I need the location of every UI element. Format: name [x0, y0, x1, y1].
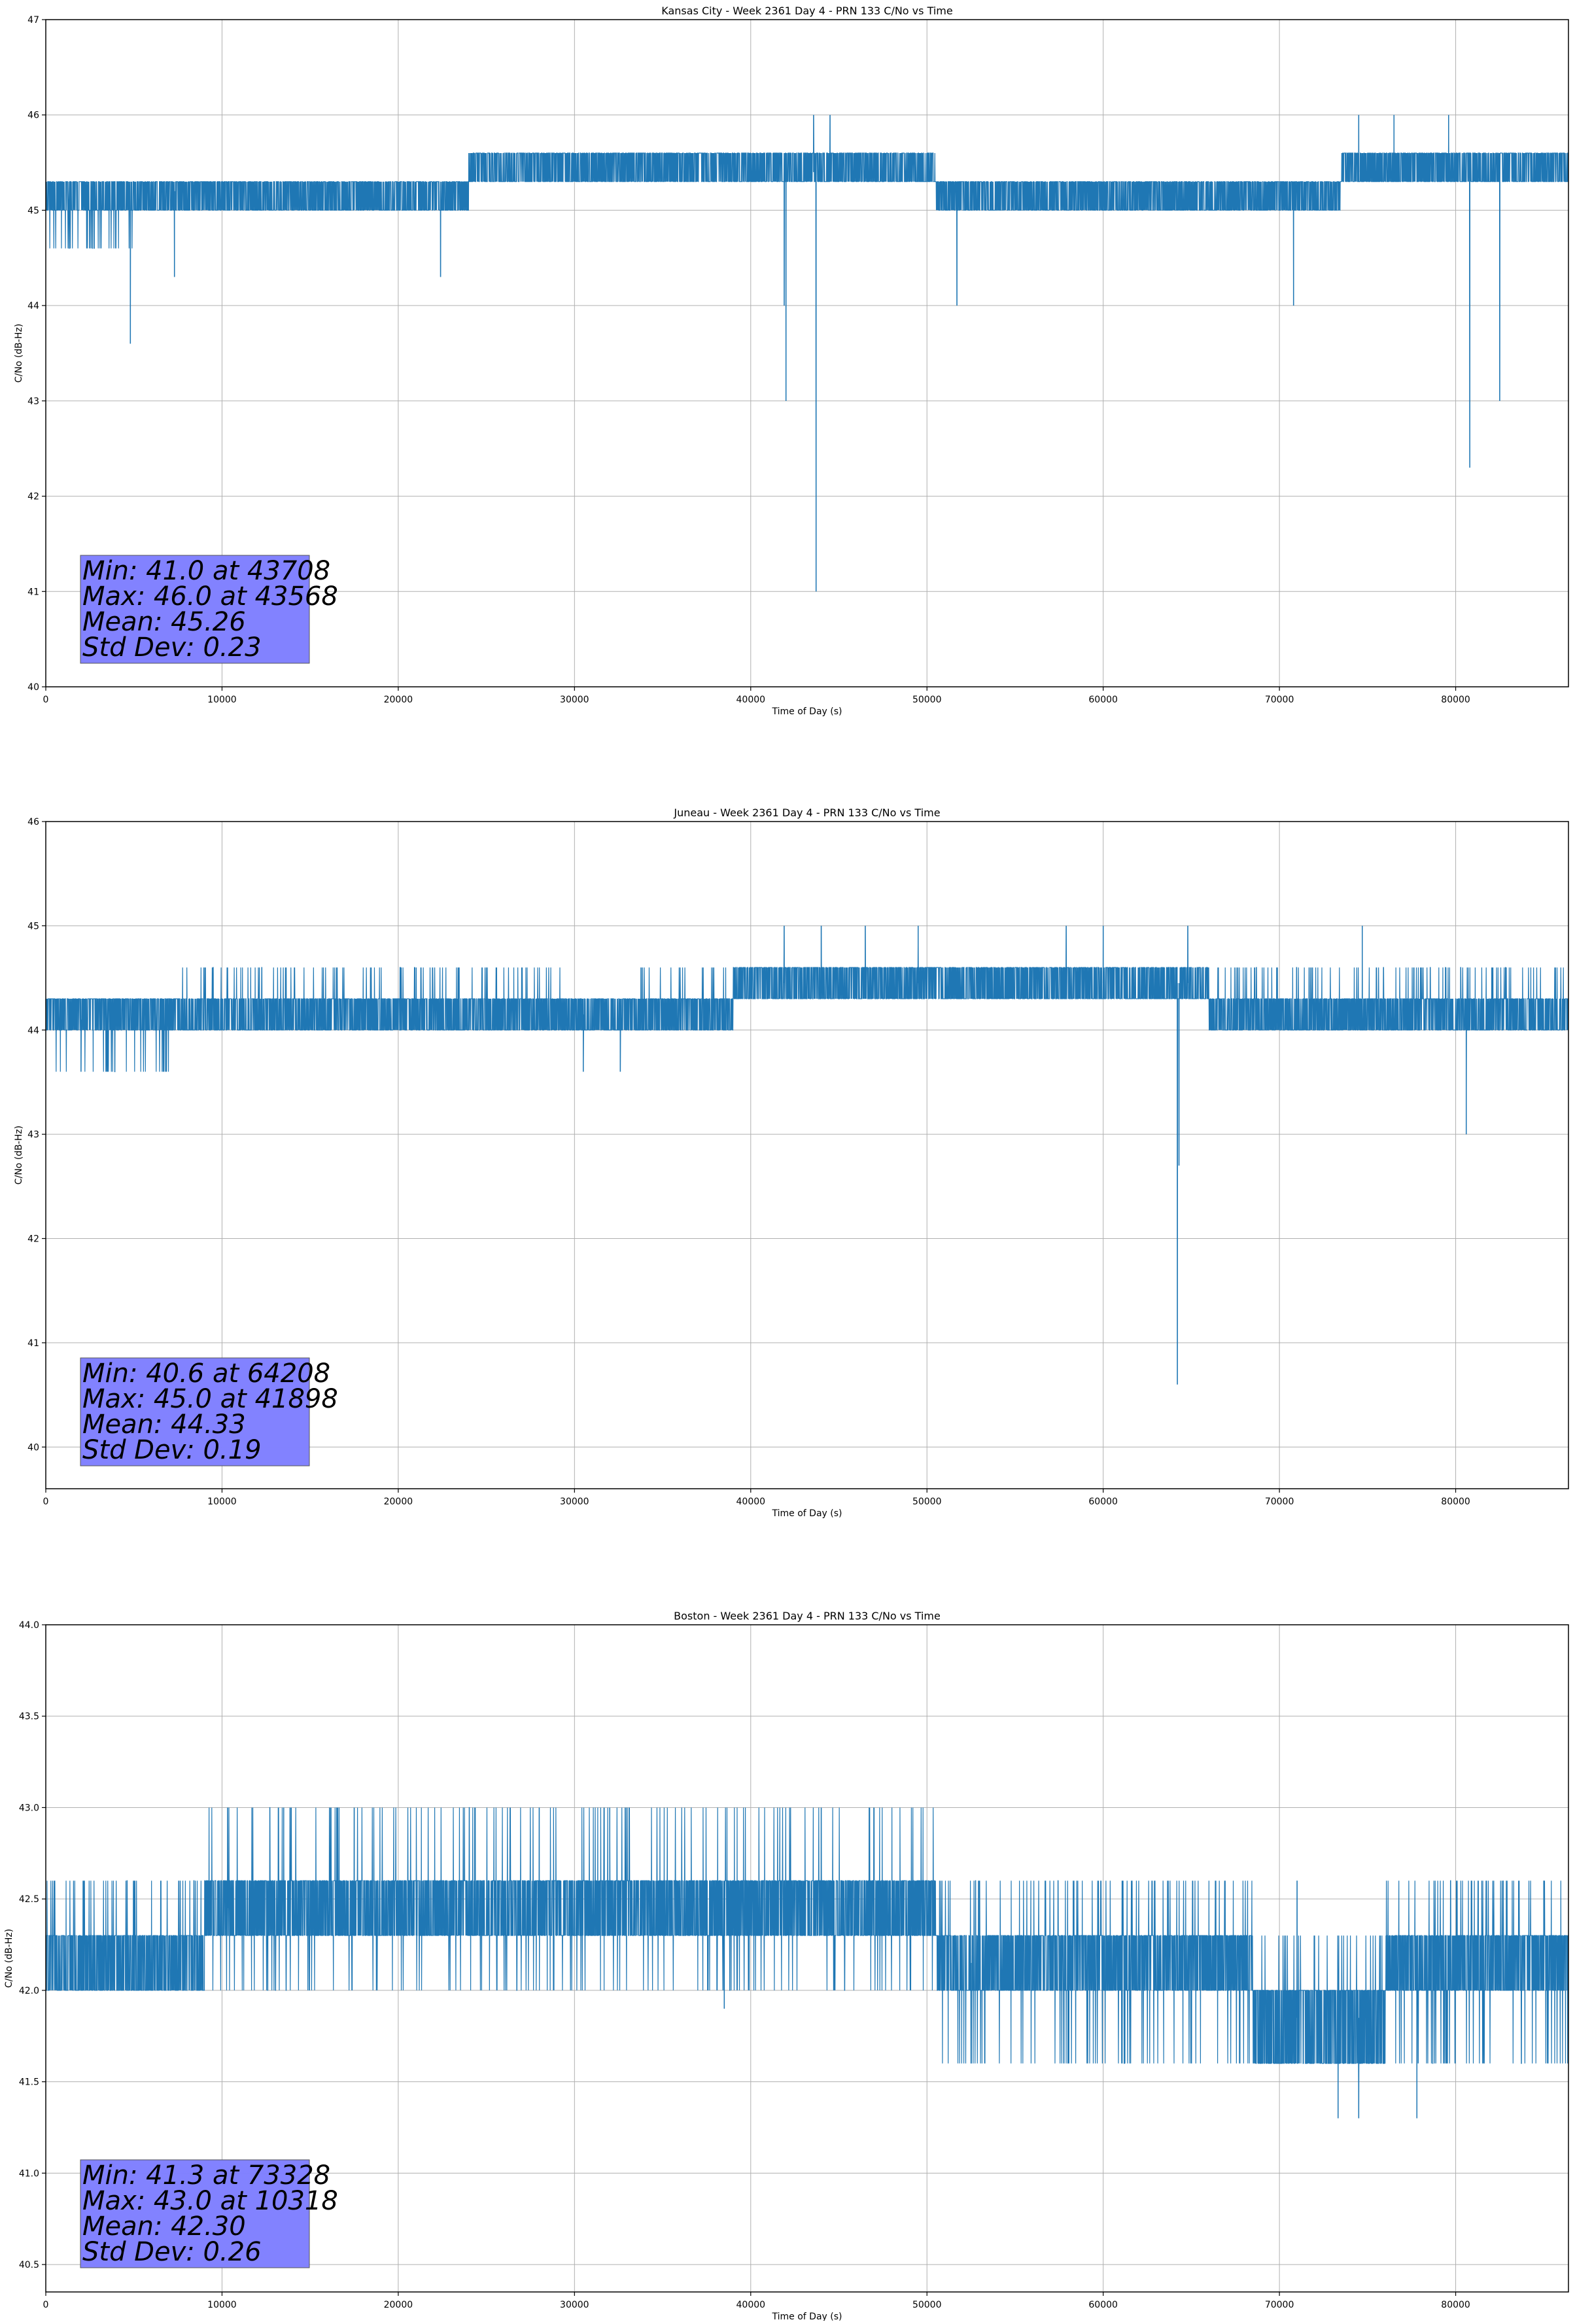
x-tick-label: 50000 [912, 2300, 942, 2310]
y-ticks: 40 41 42 43 44 45 46 [27, 817, 46, 1453]
y-tick-label: 43 [27, 1130, 39, 1140]
series-line-prn-133 [46, 1807, 1569, 2119]
stats-mean: Mean: 45.26 [82, 607, 246, 637]
y-axis-label: C/No (dB-Hz) [4, 1929, 14, 1988]
y-tick-label: 44 [27, 1026, 39, 1036]
stats-min: Min: 41.3 at 73328 [82, 2160, 330, 2191]
x-tick-label: 20000 [384, 695, 413, 705]
y-tick-label: 41.0 [19, 2168, 39, 2179]
x-tick-label: 0 [43, 2300, 49, 2310]
x-tick-label: 70000 [1265, 2300, 1294, 2310]
stats-max: Max: 43.0 at 10318 [82, 2186, 338, 2216]
chart-panel-kansas-city: Kansas City - Week 2361 Day 4 - PRN 133 … [14, 5, 1569, 717]
stats-std: Std Dev: 0.26 [82, 2237, 262, 2267]
x-tick-label: 40000 [736, 2300, 766, 2310]
stats-mean: Mean: 44.33 [82, 1410, 246, 1440]
x-tick-label: 70000 [1265, 1497, 1294, 1507]
x-tick-label: 80000 [1441, 695, 1470, 705]
y-tick-label: 45 [27, 205, 39, 216]
y-tick-label: 46 [27, 111, 39, 121]
chart-panel-boston: Boston - Week 2361 Day 4 - PRN 133 C/No … [4, 1610, 1569, 2322]
x-tick-label: 10000 [207, 2300, 237, 2310]
stats-box: Min: 41.0 at 43708 Max: 46.0 at 43568 Me… [80, 555, 338, 664]
y-tick-label: 42 [27, 1234, 39, 1245]
stats-std: Std Dev: 0.19 [82, 1435, 262, 1465]
y-tick-label: 42.0 [19, 1986, 39, 1996]
data-series [45, 926, 1568, 1385]
x-tick-label: 20000 [384, 2300, 413, 2310]
data-series [46, 1807, 1569, 2119]
y-ticks: 40 41 42 43 44 45 46 47 [27, 15, 46, 693]
y-tick-label: 43.5 [19, 1712, 39, 1722]
stats-mean: Mean: 42.30 [82, 2211, 246, 2242]
stats-max: Max: 46.0 at 43568 [82, 581, 338, 612]
series-line-prn-133 [45, 114, 1569, 592]
stats-box-background [80, 555, 310, 664]
x-ticks: 0 10000 20000 30000 40000 50000 60000 70000 8000… [43, 687, 1470, 705]
x-tick-label: 20000 [384, 1497, 413, 1507]
y-tick-label: 41 [27, 1338, 39, 1349]
series-line-prn-133 [45, 926, 1568, 1385]
stats-box-background [80, 1357, 310, 1466]
stats-min: Min: 40.6 at 64208 [82, 1359, 330, 1389]
y-tick-label: 45 [27, 921, 39, 931]
stats-box-background [80, 2159, 310, 2268]
x-tick-label: 30000 [560, 2300, 589, 2310]
stats-min: Min: 41.0 at 43708 [82, 556, 330, 586]
x-tick-label: 10000 [207, 695, 237, 705]
y-tick-label: 40 [27, 682, 39, 693]
y-tick-label: 47 [27, 15, 39, 26]
y-axis-label: C/No (dB-Hz) [14, 1126, 24, 1185]
stats-box: Min: 41.3 at 73328 Max: 43.0 at 10318 Me… [80, 2159, 338, 2268]
x-tick-label: 0 [43, 695, 49, 705]
x-tick-label: 50000 [912, 1497, 942, 1507]
x-axis-label: Time of Day (s) [772, 706, 842, 717]
x-tick-label: 40000 [736, 1497, 766, 1507]
y-tick-label: 40 [27, 1442, 39, 1453]
y-tick-label: 40.5 [19, 2260, 39, 2270]
chart-title: Boston - Week 2361 Day 4 - PRN 133 C/No … [674, 1610, 941, 1622]
y-tick-label: 43 [27, 396, 39, 407]
chart-title: Juneau - Week 2361 Day 4 - PRN 133 C/No … [673, 806, 940, 819]
x-ticks: 0 10000 20000 30000 40000 50000 60000 70000 8000… [43, 2292, 1470, 2310]
y-tick-label: 44.0 [19, 1620, 39, 1631]
y-tick-label: 42.5 [19, 1894, 39, 1905]
plot-frame [45, 19, 1569, 687]
x-tick-label: 0 [43, 1497, 49, 1507]
data-series [45, 114, 1569, 592]
x-tick-label: 60000 [1088, 695, 1118, 705]
y-axis-label: C/No (dB-Hz) [14, 324, 24, 383]
y-ticks: 40.5 41.0 41.5 42.0 42.5 43.0 43.5 44.0 [19, 1620, 46, 2270]
stats-max: Max: 45.0 at 41898 [82, 1384, 338, 1414]
x-tick-label: 30000 [560, 695, 589, 705]
x-tick-label: 50000 [912, 695, 942, 705]
y-tick-label: 42 [27, 492, 39, 502]
stats-box: Min: 40.6 at 64208 Max: 45.0 at 41898 Me… [80, 1357, 338, 1466]
x-axis-label: Time of Day (s) [772, 1508, 842, 1519]
stats-std: Std Dev: 0.23 [82, 633, 262, 663]
y-tick-label: 43.0 [19, 1803, 39, 1813]
x-tick-label: 60000 [1088, 2300, 1118, 2310]
plot-frame [45, 1624, 1569, 2293]
x-tick-label: 60000 [1088, 1497, 1118, 1507]
y-tick-label: 41 [27, 587, 39, 597]
y-tick-label: 41.5 [19, 2077, 39, 2088]
y-tick-label: 46 [27, 817, 39, 827]
plot-frame [45, 821, 1569, 1489]
x-tick-label: 70000 [1265, 695, 1294, 705]
y-tick-label: 44 [27, 301, 39, 311]
x-tick-label: 40000 [736, 695, 766, 705]
x-tick-label: 10000 [207, 1497, 237, 1507]
x-tick-label: 80000 [1441, 1497, 1470, 1507]
chart-panel-juneau: Juneau - Week 2361 Day 4 - PRN 133 C/No … [14, 806, 1569, 1519]
x-ticks: 0 10000 20000 30000 40000 50000 60000 70000 8000… [43, 1489, 1470, 1507]
x-axis-label: Time of Day (s) [772, 2312, 842, 2321]
x-tick-label: 80000 [1441, 2300, 1470, 2310]
x-tick-label: 30000 [560, 1497, 589, 1507]
chart-title: Kansas City - Week 2361 Day 4 - PRN 133 … [661, 5, 952, 17]
